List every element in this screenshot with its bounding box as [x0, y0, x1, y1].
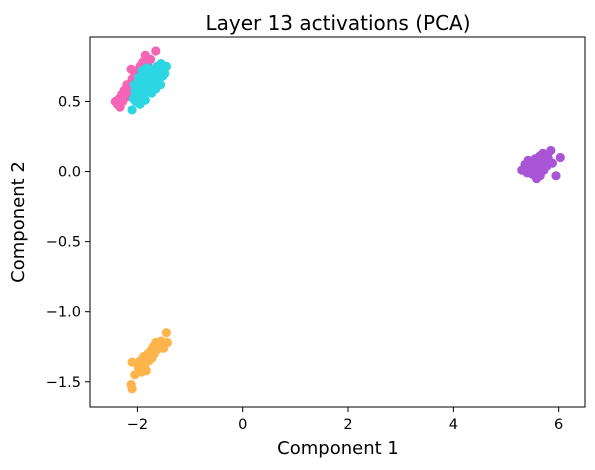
data-point: [142, 63, 152, 73]
data-point: [147, 75, 157, 85]
data-point: [161, 61, 171, 71]
data-point: [546, 145, 556, 156]
data-point: [141, 366, 151, 376]
data-point: [151, 46, 161, 56]
y-tick-label: −1.0: [46, 305, 81, 321]
y-tick-label: −1.5: [46, 375, 81, 391]
x-tick-label: 6: [554, 417, 563, 433]
data-point: [146, 54, 156, 64]
data-point: [555, 152, 565, 163]
x-axis-label: Component 1: [277, 438, 399, 459]
data-point: [551, 171, 561, 181]
y-axis-label: Component 2: [8, 161, 29, 283]
y-tick-label: 0.5: [58, 94, 81, 110]
data-point: [156, 80, 166, 90]
axis-ticks: −2 0 2 4 6 0.5 0.0 −0.5 −1.0 −1.5: [46, 94, 564, 433]
chart-title: Layer 13 activations (PCA): [205, 11, 470, 35]
data-point: [140, 95, 150, 105]
data-point: [162, 337, 172, 348]
data-point: [127, 105, 137, 115]
plot-frame: [89, 36, 586, 408]
data-point: [133, 73, 143, 83]
data-point: [160, 68, 170, 78]
data-point: [152, 68, 162, 78]
data-point: [127, 384, 137, 394]
x-tick-label: −2: [127, 417, 148, 433]
data-point: [127, 357, 137, 367]
y-tick-label: 0.0: [58, 165, 81, 181]
data-point: [547, 158, 558, 168]
y-tick-label: −0.5: [46, 235, 81, 251]
x-tick-label: 0: [238, 417, 247, 433]
data-point: [161, 328, 171, 338]
plot-points: [110, 46, 565, 394]
x-tick-label: 2: [343, 417, 352, 433]
data-point: [129, 80, 139, 90]
x-tick-label: 4: [449, 417, 458, 433]
